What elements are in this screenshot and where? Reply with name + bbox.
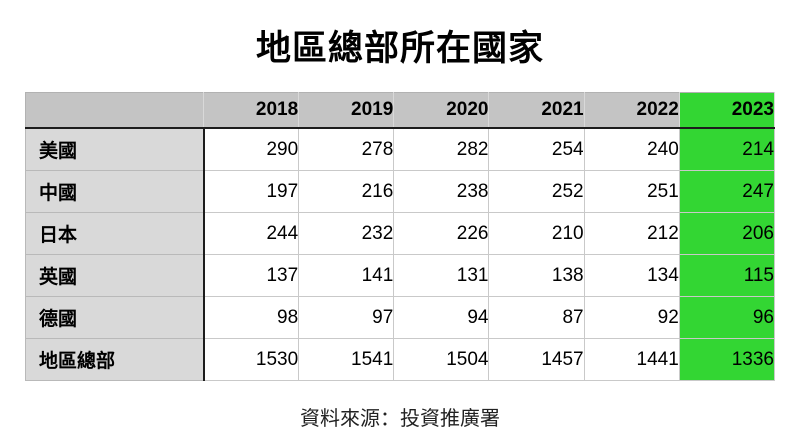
- header-row: 2018 2019 2020 2021 2022 2023: [25, 92, 776, 129]
- column-header-2019: 2019: [298, 92, 395, 129]
- table-cell: 282: [393, 128, 490, 171]
- table-cell: 278: [298, 128, 395, 171]
- table-cell: 92: [584, 296, 680, 339]
- table-cell: 254: [488, 128, 585, 171]
- table-cell: 115: [679, 254, 776, 297]
- table-cell: 1336: [679, 338, 776, 381]
- table-cell: 240: [584, 128, 680, 171]
- table-row: 中國 197 216 238 252 251 247: [25, 170, 776, 213]
- table-header-row: 2018 2019 2020 2021 2022 2023: [25, 92, 776, 129]
- table-cell: 290: [203, 128, 300, 171]
- table-body: 美國 290 278 282 254 240 214 中國 197 216 238 252 251 247…: [25, 128, 776, 381]
- table-cell: 252: [488, 170, 585, 213]
- table-cell: 1457: [488, 338, 585, 381]
- row-label: 日本: [25, 212, 205, 255]
- corner-header-cell: [25, 92, 204, 129]
- table-row: 德國 98 97 94 87 92 96: [25, 296, 776, 339]
- table-cell: 87: [488, 296, 585, 339]
- row-label: 美國: [25, 128, 205, 171]
- table-cell: 238: [393, 170, 490, 213]
- table-cell: 216: [298, 170, 395, 213]
- row-label: 英國: [25, 254, 205, 297]
- table-cell: 137: [203, 254, 300, 297]
- column-header-2021: 2021: [488, 92, 585, 129]
- table-row: 日本 244 232 226 210 212 206: [25, 212, 776, 255]
- column-header-2022: 2022: [584, 92, 680, 129]
- table-cell: 141: [298, 254, 395, 297]
- row-label: 地區總部: [25, 338, 205, 381]
- column-header-2018: 2018: [203, 92, 300, 129]
- row-label: 中國: [25, 170, 205, 213]
- table-cell: 244: [203, 212, 300, 255]
- table-cell: 1441: [584, 338, 680, 381]
- table-cell: 97: [298, 296, 395, 339]
- table-cell: 94: [393, 296, 490, 339]
- table-cell: 210: [488, 212, 585, 255]
- table-cell: 197: [203, 170, 300, 213]
- table-row: 美國 290 278 282 254 240 214: [25, 128, 776, 171]
- table-row: 地區總部 1530 1541 1504 1457 1441 1336: [25, 338, 776, 381]
- row-label: 德國: [25, 296, 205, 339]
- column-header-2023: 2023: [679, 92, 776, 129]
- table-cell: 232: [298, 212, 395, 255]
- table-cell: 206: [679, 212, 776, 255]
- source-note: 資料來源：投資推廣署: [300, 408, 500, 430]
- table-cell: 251: [584, 170, 680, 213]
- table-row: 英國 137 141 131 138 134 115: [25, 254, 776, 297]
- table-cell: 1530: [203, 338, 300, 381]
- table-cell: 214: [679, 128, 776, 171]
- table-cell: 212: [584, 212, 680, 255]
- column-header-2020: 2020: [393, 92, 490, 129]
- table-cell: 1541: [298, 338, 395, 381]
- table-cell: 138: [488, 254, 585, 297]
- table-cell: 98: [203, 296, 300, 339]
- page-title: 地區總部所在國家: [255, 29, 544, 68]
- table-cell: 96: [679, 296, 776, 339]
- table-cell: 247: [679, 170, 776, 213]
- table-cell: 131: [393, 254, 490, 297]
- table-cell: 1504: [393, 338, 490, 381]
- table-cell: 226: [393, 212, 490, 255]
- headquarters-table: 2018 2019 2020 2021 2022 2023 美國 290 278 282 254 2…: [25, 92, 776, 381]
- table-cell: 134: [584, 254, 680, 297]
